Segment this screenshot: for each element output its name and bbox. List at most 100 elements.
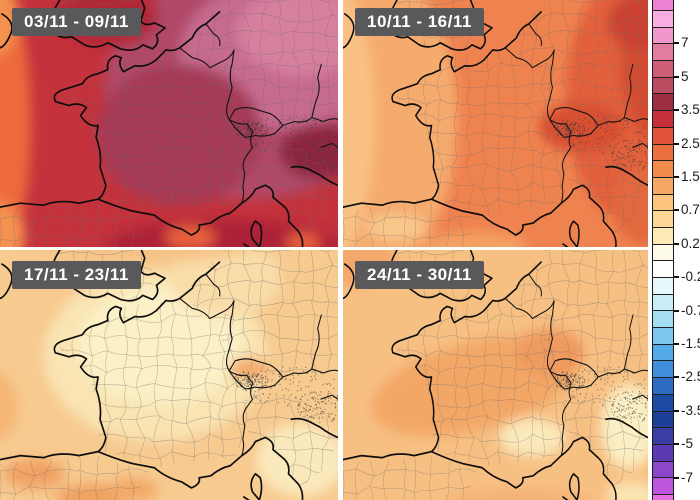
colorbar-tick: [674, 409, 679, 412]
colorbar-tick: [674, 476, 679, 479]
coastline: [0, 13, 13, 49]
country-border: [623, 314, 634, 370]
colorbar-segment: [653, 60, 673, 77]
date-range-label-week2: 10/11 - 16/11: [355, 8, 484, 36]
anomaly-fill-blob: [499, 418, 566, 457]
country-border: [549, 358, 599, 390]
colorbar-segment: [653, 260, 673, 277]
anomaly-fill-blob: [0, 201, 26, 247]
map-image: [343, 250, 648, 500]
country-border: [205, 23, 221, 46]
coastline: [343, 11, 542, 209]
colorbar-segment: [653, 343, 673, 361]
colorbar-segment: [653, 176, 673, 194]
coastline: [343, 263, 355, 300]
coastline: [605, 165, 648, 187]
anomaly-fill-blob: [612, 164, 648, 245]
colorbar-segment: [653, 477, 673, 494]
coastline: [343, 261, 542, 461]
colorbar-tick: [674, 443, 679, 446]
colorbar-segment: [653, 126, 673, 144]
country-border: [632, 394, 648, 400]
country-border: [623, 63, 634, 118]
country-border: [179, 297, 235, 320]
coastline: [290, 165, 338, 187]
coastline: [562, 496, 569, 500]
temperature-anomaly-colorbar: [652, 0, 674, 500]
coastline: [242, 243, 251, 247]
colorbar-label: 7: [681, 35, 689, 51]
map-image: [343, 0, 648, 247]
country-border: [225, 49, 235, 120]
map-image: [0, 250, 338, 500]
coastline: [343, 13, 355, 49]
colorbar-tick: [674, 209, 679, 212]
coastline: [97, 436, 304, 500]
anomaly-fill-blob: [106, 477, 158, 500]
colorbar-segment: [653, 76, 673, 94]
anomaly-fill-blob: [41, 250, 250, 263]
anomaly-fill-blob: [279, 123, 338, 180]
colorbar-label: 0.75: [681, 202, 700, 218]
alps-terrain-speckle: [233, 366, 338, 424]
country-border: [320, 394, 338, 400]
colorbar-label: -2.5: [681, 369, 700, 385]
anomaly-fill-blob: [446, 488, 591, 500]
coastline: [430, 184, 617, 247]
colorbar-tick: [674, 42, 679, 45]
colorbar-label: -7: [681, 469, 694, 485]
colorbar-segment: [653, 10, 673, 27]
colorbar-label: 3.5: [681, 102, 700, 118]
colorbar-segment: [653, 493, 673, 500]
coastline: [0, 261, 221, 461]
country-border: [320, 142, 338, 148]
country-border: [228, 119, 254, 204]
colorbar-tick: [674, 75, 679, 78]
colorbar-segment: [653, 26, 673, 44]
country-border: [549, 370, 572, 456]
coastline: [568, 472, 580, 500]
colorbar-tick: [674, 309, 679, 312]
map-panel-week4: 24/11 - 30/11: [343, 250, 648, 500]
colorbar-segment: [653, 410, 673, 428]
anomaly-fill-blob: [77, 287, 243, 405]
country-border: [546, 300, 555, 372]
country-border: [528, 23, 542, 46]
country-border: [632, 142, 648, 148]
anomaly-fill-blob: [256, 423, 338, 496]
coastline: [430, 436, 617, 500]
colorbar-segment: [653, 460, 673, 478]
country-border: [311, 63, 323, 118]
colorbar-segment: [653, 0, 673, 10]
colorbar-segment: [653, 277, 673, 294]
colorbar-tick: [674, 376, 679, 379]
date-range-label-week4: 24/11 - 30/11: [355, 261, 484, 289]
colorbar-segment: [653, 160, 673, 177]
anomaly-fill-blob: [0, 373, 18, 440]
country-border: [528, 273, 542, 297]
colorbar-label: -3.5: [681, 402, 700, 418]
coastline: [605, 417, 648, 439]
colorbar-segment: [653, 327, 673, 344]
colorbar-segment: [653, 310, 673, 328]
colorbar-segment: [653, 377, 673, 394]
anomaly-fill-blob: [0, 0, 32, 247]
colorbar-segment: [653, 393, 673, 411]
colorbar-segment: [653, 360, 673, 378]
colorbar-tick: [674, 176, 679, 178]
colorbar-tick: [674, 242, 679, 245]
date-range-label-week1: 03/11 - 09/11: [12, 8, 141, 36]
country-border: [549, 119, 572, 204]
colorbar-segment: [653, 143, 673, 161]
colorbar-label: 1.5: [681, 169, 700, 185]
country-border: [311, 314, 323, 370]
coastline: [0, 11, 221, 209]
coastline: [97, 184, 304, 247]
colorbar-segment: [653, 93, 673, 111]
anomaly-fill-blob: [343, 0, 457, 247]
colorbar-label: -0.75: [681, 302, 700, 318]
colorbar-segment: [653, 110, 673, 127]
anomaly-fill-blob: [106, 219, 338, 247]
colorbar-label: -5: [681, 436, 694, 452]
anomaly-fill-blobs: [343, 0, 648, 247]
